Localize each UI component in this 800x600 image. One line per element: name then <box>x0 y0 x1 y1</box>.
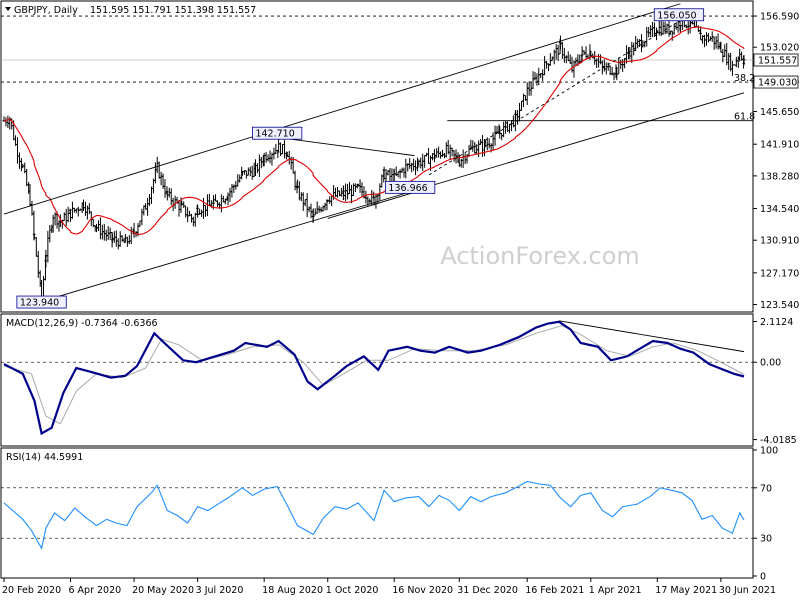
rsi-ytick-label-1: 70 <box>760 483 772 494</box>
xtick-label-6: 16 Nov 2020 <box>392 585 453 596</box>
price-ytick-label-6: 134.540 <box>760 204 799 215</box>
annotation-box-3 <box>16 295 67 309</box>
triangle-upper-line <box>277 136 415 157</box>
macd-panel-frame <box>0 313 754 447</box>
price-ytick-label-9: 123.540 <box>760 300 799 311</box>
xtick-label-3: 3 Jul 2020 <box>196 585 244 596</box>
annotation-label-0: 142.710 <box>255 129 294 140</box>
dashed-trend-line <box>428 20 680 176</box>
macd-ytick-label-1: 0.00 <box>760 358 781 369</box>
rsi-series-group <box>1 480 753 550</box>
macd-title: MACD(12,26,9) -0.7364 -0.6366 <box>6 318 158 329</box>
ohlc-readout: 151.595 151.791 151.398 151.557 <box>90 5 256 16</box>
macd-ytick-label-0: 2.1124 <box>760 317 793 328</box>
watermark: ActionForex.com <box>440 242 640 270</box>
price-panel-frame <box>0 0 754 313</box>
fib-618-label: 61.8 <box>734 111 755 122</box>
price-title: GBPJPY, Daily 151.595 151.791 151.398 15… <box>5 5 256 16</box>
price-ytick-label-4: 141.910 <box>760 140 799 151</box>
collapse-triangle-icon[interactable] <box>5 7 11 11</box>
level-149-label-box <box>753 75 799 89</box>
annotation-box-1 <box>653 8 705 22</box>
annotation-box-0 <box>252 126 303 140</box>
rsi-ytick-label-3: 0 <box>760 572 766 583</box>
xtick-label-7: 31 Dec 2020 <box>457 585 518 596</box>
xtick-label-4: 18 Aug 2020 <box>262 585 323 596</box>
rsi-ytick-label-2: 30 <box>760 534 772 545</box>
channel-lower-line <box>41 92 745 302</box>
fib-382-label: 38.2 <box>734 73 755 84</box>
rsi-title: RSI(14) 44.5991 <box>6 452 83 463</box>
macd-series-group <box>1 320 753 436</box>
xtick-label-11: 30 Jun 2021 <box>719 585 776 596</box>
xtick-label-1: 6 Apr 2020 <box>68 585 121 596</box>
price-ytick-label-3: 145.650 <box>760 107 799 118</box>
xtick-label-9: 1 Apr 2021 <box>589 585 642 596</box>
macd-ytick-label-2: -4.0185 <box>760 435 797 446</box>
rsi-line <box>3 480 745 550</box>
macd-trend-line <box>558 320 745 353</box>
xtick-label-0: 20 Feb 2020 <box>2 585 61 596</box>
annotation-box-2 <box>385 180 436 194</box>
price-ytick-label-0: 156.590 <box>760 12 799 23</box>
rsi-ytick-label-0: 100 <box>760 446 778 457</box>
xtick-label-5: 1 Oct 2020 <box>326 585 379 596</box>
price-series-group: 142.710 156.050 136.966 123.940 38.2 61.8 <box>1 3 755 309</box>
xtick-label-8: 16 Feb 2021 <box>525 585 584 596</box>
sma-line <box>3 26 745 235</box>
price-ytick-label-8: 127.170 <box>760 268 799 279</box>
channel-upper-line <box>3 3 681 215</box>
annotation-label-1: 156.050 <box>657 10 696 21</box>
annotation-label-3: 123.940 <box>20 298 59 309</box>
last-price-label: 151.557 <box>758 55 797 66</box>
macd-line <box>3 320 745 436</box>
price-title-text: GBPJPY, Daily <box>14 5 78 16</box>
price-ytick-label-5: 138.280 <box>760 171 799 182</box>
level-149-label: 149.030 <box>758 78 797 89</box>
price-ytick-label-7: 130.910 <box>760 236 799 247</box>
price-ytick-label-1: 153.020 <box>760 43 799 54</box>
xtick-label-10: 17 May 2021 <box>655 585 717 596</box>
last-price-label-box <box>753 53 799 67</box>
annotation-label-2: 136.966 <box>388 183 427 194</box>
xtick-label-2: 20 May 2020 <box>132 585 194 596</box>
axes-group: 156.590 153.020 149.030 145.650 141.910 138.2… <box>2 12 799 596</box>
